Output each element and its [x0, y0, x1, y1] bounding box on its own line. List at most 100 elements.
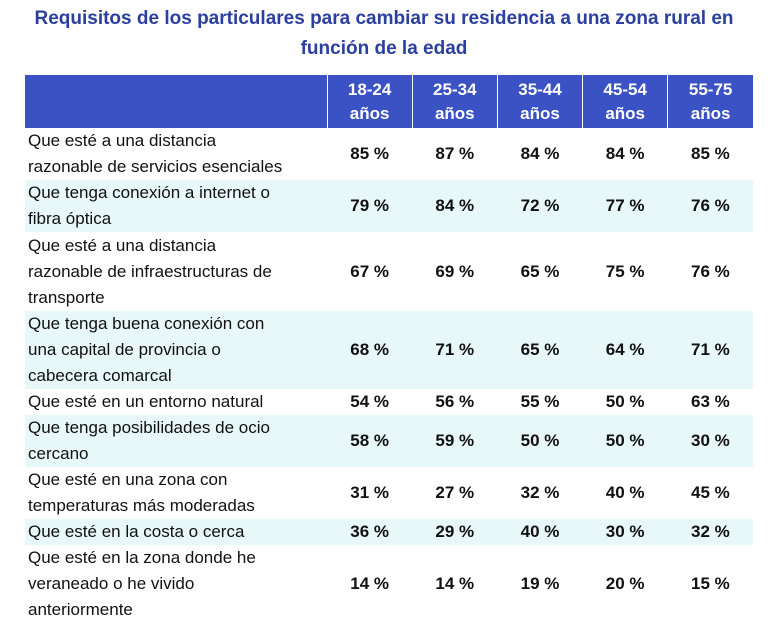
row-label-line: Que esté en la zona donde he [28, 548, 256, 567]
table-cell: 72 % [497, 180, 583, 232]
column-header: 35-44 años [497, 75, 584, 128]
row-label-line: cabecera comarcal [28, 366, 172, 385]
row-label-line: fibra óptica [28, 209, 112, 228]
row-label-line: Que esté a una distancia [28, 235, 217, 255]
row-label: Que esté en un entorno natural [25, 389, 327, 415]
table-cell: 63 % [691, 392, 730, 411]
row-label: Que tenga conexión a internet o fibra ópt… [25, 180, 328, 232]
table-cell: 67 % [350, 261, 389, 281]
column-header-range: 35-44 [518, 79, 562, 99]
column-header: 55-75 años [667, 75, 753, 128]
table-cell: 87 % [435, 144, 475, 163]
row-label-line: Que tenga posibilidades de ocio [28, 418, 270, 437]
row-label-line: cercano [28, 444, 89, 463]
table-cell: 20 % [605, 574, 645, 593]
column-header-range: 25-34 [433, 79, 477, 99]
column-header: 45-54 años [582, 75, 669, 128]
table-cell: 71 % [667, 311, 753, 389]
column-header-unit: años [434, 103, 475, 123]
table-row: Que esté a una distancia razonable de inf… [25, 232, 753, 311]
table-cell: 65 % [520, 261, 560, 281]
table-cell: 85 % [691, 144, 730, 163]
data-table: 18-24 años 25-34 años 35-44 años 45-54 años … [25, 75, 753, 623]
column-header-unit: años [690, 103, 731, 123]
row-label: Que tenga posibilidades de ocio cercano [25, 415, 328, 467]
table-cell: 59 % [412, 415, 498, 467]
column-header-unit: años [520, 103, 560, 123]
chart-title-line-2: función de la edad [300, 38, 468, 59]
table-cell: 19 % [520, 574, 560, 593]
table-cell: 84 % [412, 180, 498, 232]
table-row: Que esté en una zona con temperaturas más… [25, 467, 753, 519]
table-row: Que esté en la costa o cerca 36 % 29 % 4… [25, 519, 753, 545]
table-cell: 76 % [667, 180, 753, 232]
table-cell: 55 % [520, 392, 560, 411]
table-cell: 50 % [605, 392, 645, 411]
table-cell: 69 % [435, 261, 475, 281]
table-cell: 30 % [582, 519, 668, 545]
table-cell: 64 % [582, 311, 668, 389]
table-cell: 65 % [497, 311, 583, 389]
table-cell: 30 % [667, 415, 753, 467]
row-label-line: temperaturas más moderadas [28, 496, 255, 515]
row-label-line: transporte [28, 287, 105, 307]
row-label: Que esté en la costa o cerca [25, 519, 328, 545]
row-label-line: Que esté a una distancia [28, 131, 217, 150]
table-cell: 77 % [582, 180, 668, 232]
header-row: 18-24 años 25-34 años 35-44 años 45-54 años … [25, 75, 753, 128]
table-cell: 68 % [327, 311, 413, 389]
table-cell: 40 % [497, 519, 583, 545]
table-row: Que tenga buena conexión con una capital … [25, 311, 753, 389]
header-corner [25, 75, 328, 128]
table-cell: 14 % [350, 574, 389, 593]
table-row: Que esté en la zona donde he veraneado o … [25, 545, 753, 623]
table-cell: 79 % [327, 180, 413, 232]
table-cell: 85 % [350, 144, 389, 163]
table-cell: 76 % [691, 261, 730, 281]
row-label: Que esté en una zona con temperaturas más… [25, 467, 327, 519]
row-label-line: razonable de servicios esenciales [28, 157, 283, 176]
table-cell: 40 % [605, 483, 645, 502]
table-cell: 50 % [582, 415, 668, 467]
table-cell: 45 % [691, 483, 730, 502]
column-header-range: 18-24 [347, 79, 392, 99]
chart-title: Requisitos de los particulares para camb… [0, 4, 768, 64]
column-header-range: 45-54 [603, 79, 647, 99]
row-label: Que tenga buena conexión con una capital … [25, 311, 328, 389]
column-header-unit: años [349, 103, 390, 123]
row-label-line: Que tenga buena conexión con [28, 314, 265, 333]
row-label-line: Que esté en una zona con [28, 470, 228, 489]
table-cell: 32 % [667, 519, 753, 545]
row-label: Que esté a una distancia razonable de inf… [25, 232, 327, 311]
column-header-unit: años [605, 103, 646, 123]
row-label-line: Que tenga conexión a internet o [28, 183, 270, 202]
column-header-range: 55-75 [688, 79, 733, 99]
column-header: 25-34 años [412, 75, 498, 128]
table-cell: 36 % [327, 519, 413, 545]
column-header: 18-24 años [327, 75, 413, 128]
row-label-line: anteriormente [28, 600, 133, 619]
table-cell: 84 % [605, 144, 645, 163]
table-cell: 50 % [497, 415, 583, 467]
row-label-line: razonable de infraestructuras de [28, 261, 272, 281]
table-cell: 29 % [412, 519, 498, 545]
table-row: Que tenga posibilidades de ocio cercano 5… [25, 415, 753, 467]
table-cell: 15 % [691, 574, 730, 593]
table-cell: 75 % [605, 261, 645, 281]
row-label-line: una capital de provincia o [28, 340, 221, 359]
table-cell: 31 % [350, 483, 389, 502]
table-cell: 14 % [435, 574, 475, 593]
table-row: Que esté en un entorno natural 54 % 56 %… [25, 389, 753, 415]
table-cell: 27 % [435, 483, 475, 502]
row-label-line: Que esté en la costa o cerca [28, 522, 245, 541]
row-label: Que esté a una distancia razonable de ser… [25, 128, 327, 180]
table-cell: 32 % [520, 483, 560, 502]
row-label: Que esté en la zona donde he veraneado o … [25, 545, 327, 623]
table-cell: 56 % [435, 392, 475, 411]
table-row: Que tenga conexión a internet o fibra ópt… [25, 180, 753, 232]
row-label-line: veraneado o he vivido [28, 574, 195, 593]
table-cell: 58 % [327, 415, 413, 467]
table-cell: 71 % [412, 311, 498, 389]
table-cell: 84 % [520, 144, 560, 163]
chart-title-line-1: Requisitos de los particulares para camb… [34, 8, 734, 29]
